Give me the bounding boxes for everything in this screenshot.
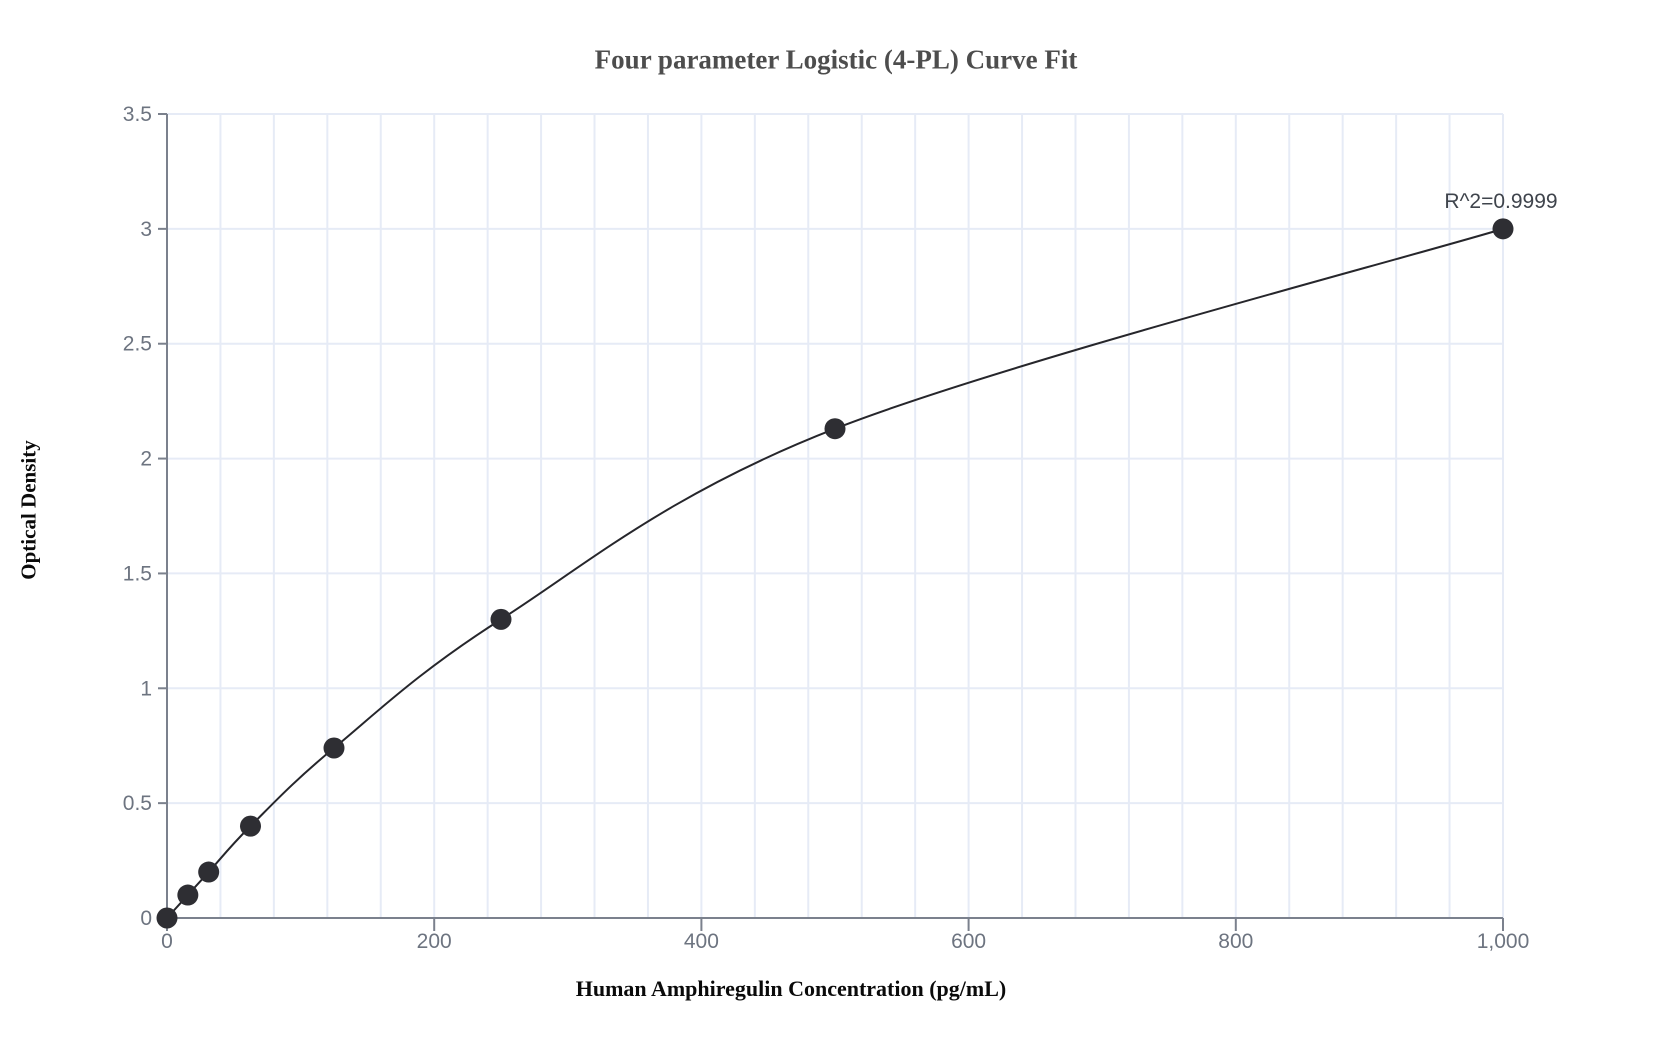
y-tick-label: 3 bbox=[140, 218, 152, 241]
y-axis-label: Optical Density bbox=[16, 440, 41, 580]
chart-title: Four parameter Logistic (4-PL) Curve Fit bbox=[594, 44, 1078, 75]
data-point bbox=[240, 815, 261, 837]
x-tick-label: 1,000 bbox=[1477, 930, 1530, 953]
axes: 0 200 400 600 800 1,000 0 0.5 1 1.5 2 2.5 3 3.5 bbox=[123, 103, 1529, 953]
x-tick-label: 0 bbox=[161, 930, 173, 953]
data-point bbox=[490, 608, 512, 630]
data-point bbox=[824, 418, 846, 440]
data-point bbox=[323, 737, 345, 759]
y-tick-label: 0 bbox=[140, 907, 152, 930]
data-points bbox=[156, 218, 1514, 929]
r-squared-annotation: R^2=0.9999 bbox=[1444, 190, 1558, 213]
y-tick-label: 3.5 bbox=[123, 103, 152, 126]
x-tick-label: 400 bbox=[684, 930, 719, 953]
y-tick-label: 2.5 bbox=[123, 333, 152, 356]
x-tick-label: 800 bbox=[1218, 930, 1253, 953]
y-tick-label: 0.5 bbox=[123, 792, 152, 815]
x-tick-label: 200 bbox=[417, 930, 452, 953]
data-point bbox=[198, 861, 220, 883]
y-tick-label: 1.5 bbox=[123, 562, 152, 585]
data-point bbox=[177, 884, 199, 906]
data-point bbox=[156, 907, 178, 929]
x-axis-label: Human Amphiregulin Concentration (pg/mL) bbox=[575, 976, 1007, 1001]
gridlines bbox=[167, 113, 1504, 918]
y-tick-label: 1 bbox=[140, 677, 152, 700]
x-tick-label: 600 bbox=[951, 930, 986, 953]
y-tick-label: 2 bbox=[140, 448, 152, 471]
data-point bbox=[1492, 218, 1514, 240]
